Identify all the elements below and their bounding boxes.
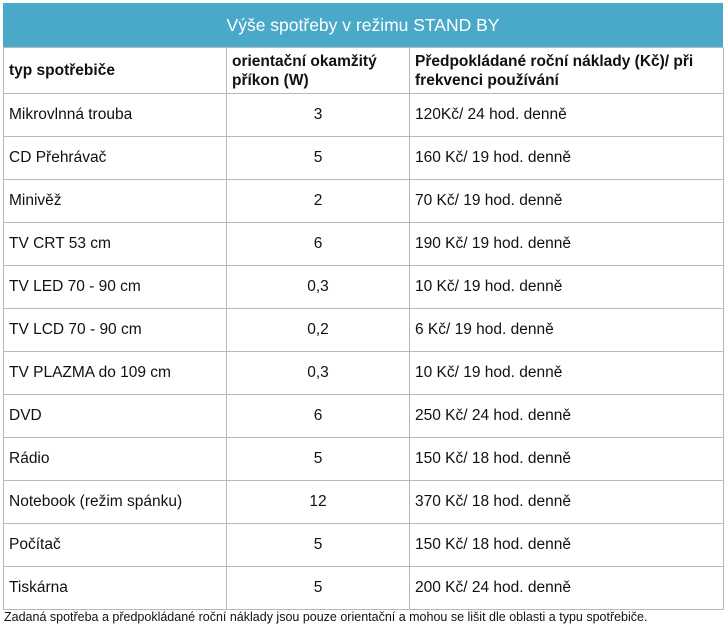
table-row: DVD 6 250 Kč/ 24 hod. denně [3, 394, 724, 438]
table-cell: 10 Kč/ 19 hod. denně [409, 351, 724, 395]
table-cell: 0,3 [226, 265, 410, 309]
table-row: Minivěž 2 70 Kč/ 19 hod. denně [3, 179, 724, 223]
table-title: Výše spotřeby v režimu STAND BY [3, 3, 723, 47]
table-container: Výše spotřeby v režimu STAND BY typ spot… [3, 3, 724, 625]
table-row: Notebook (režim spánku) 12 370 Kč/ 18 hod.… [3, 480, 724, 524]
table-cell: 6 [226, 394, 410, 438]
table-cell: 0,3 [226, 351, 410, 395]
table-cell: 12 [226, 480, 410, 524]
table-cell: 150 Kč/ 18 hod. denně [409, 437, 724, 481]
table-cell: 2 [226, 179, 410, 223]
table-cell: 370 Kč/ 18 hod. denně [409, 480, 724, 524]
header-cell: Předpokládané roční náklady (Kč)/ při fr… [409, 47, 724, 94]
table-cell: Minivěž [3, 179, 227, 223]
table-row: TV CRT 53 cm 6 190 Kč/ 19 hod. denně [3, 222, 724, 266]
table-cell: Počítač [3, 523, 227, 567]
table-cell: Tiskárna [3, 566, 227, 610]
table-cell: 5 [226, 136, 410, 180]
table-cell: Mikrovlnná trouba [3, 93, 227, 137]
header-cell: orientační okamžitý příkon (W) [226, 47, 410, 94]
table-row: Mikrovlnná trouba 3 120Kč/ 24 hod. denně [3, 93, 724, 137]
table-cell: CD Přehrávač [3, 136, 227, 180]
table-row: TV LCD 70 - 90 cm 0,2 6 Kč/ 19 hod. denně [3, 308, 724, 352]
table-cell: 250 Kč/ 24 hod. denně [409, 394, 724, 438]
table-row: Rádio 5 150 Kč/ 18 hod. denně [3, 437, 724, 481]
table-cell: TV LED 70 - 90 cm [3, 265, 227, 309]
table-cell: TV LCD 70 - 90 cm [3, 308, 227, 352]
table-cell: 5 [226, 566, 410, 610]
table-cell: 5 [226, 523, 410, 567]
table-cell: 160 Kč/ 19 hod. denně [409, 136, 724, 180]
table-cell: 150 Kč/ 18 hod. denně [409, 523, 724, 567]
table-row: TV LED 70 - 90 cm 0,3 10 Kč/ 19 hod. denně [3, 265, 724, 309]
table-cell: Rádio [3, 437, 227, 481]
table-row: CD Přehrávač 5 160 Kč/ 19 hod. denně [3, 136, 724, 180]
header-row: typ spotřebiče orientační okamžitý příkon… [3, 47, 724, 94]
table-cell: 10 Kč/ 19 hod. denně [409, 265, 724, 309]
table-row: TV PLAZMA do 109 cm 0,3 10 Kč/ 19 hod. den… [3, 351, 724, 395]
table-cell: 5 [226, 437, 410, 481]
table-cell: TV CRT 53 cm [3, 222, 227, 266]
table: typ spotřebiče orientační okamžitý příkon… [3, 47, 724, 610]
table-cell: 190 Kč/ 19 hod. denně [409, 222, 724, 266]
header-cell: typ spotřebiče [3, 47, 227, 94]
table-cell: TV PLAZMA do 109 cm [3, 351, 227, 395]
table-cell: 120Kč/ 24 hod. denně [409, 93, 724, 137]
table-cell: 6 Kč/ 19 hod. denně [409, 308, 724, 352]
table-cell: 70 Kč/ 19 hod. denně [409, 179, 724, 223]
table-cell: 0,2 [226, 308, 410, 352]
footnote: Zadaná spotřeba a předpokládané roční ná… [4, 610, 648, 624]
table-cell: 6 [226, 222, 410, 266]
table-body: typ spotřebiče orientační okamžitý příkon… [3, 47, 724, 610]
table-row: Tiskárna 5 200 Kč/ 24 hod. denně [3, 566, 724, 610]
table-row: Počítač 5 150 Kč/ 18 hod. denně [3, 523, 724, 567]
table-cell: 200 Kč/ 24 hod. denně [409, 566, 724, 610]
table-cell: 3 [226, 93, 410, 137]
table-cell: Notebook (režim spánku) [3, 480, 227, 524]
table-cell: DVD [3, 394, 227, 438]
